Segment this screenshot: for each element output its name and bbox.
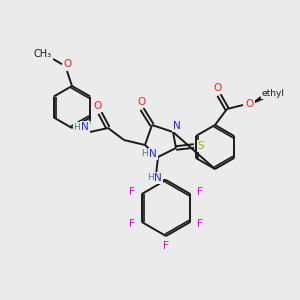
- Text: N: N: [149, 149, 157, 159]
- Text: F: F: [129, 219, 135, 229]
- Text: N: N: [81, 122, 89, 132]
- Text: O: O: [94, 101, 102, 111]
- Text: F: F: [163, 241, 169, 251]
- Text: H: H: [147, 173, 153, 182]
- Text: O: O: [213, 83, 221, 93]
- Text: O: O: [246, 99, 254, 109]
- Text: N: N: [173, 121, 181, 131]
- Text: O: O: [138, 97, 146, 107]
- Text: H: H: [142, 149, 148, 158]
- Text: F: F: [197, 187, 203, 197]
- Text: O: O: [63, 59, 71, 69]
- Text: N: N: [154, 173, 162, 183]
- Text: F: F: [129, 187, 135, 197]
- Text: CH₃: CH₃: [34, 49, 52, 59]
- Text: H: H: [74, 122, 80, 131]
- Text: F: F: [197, 219, 203, 229]
- Text: S: S: [198, 141, 204, 151]
- Text: ethyl: ethyl: [262, 89, 284, 98]
